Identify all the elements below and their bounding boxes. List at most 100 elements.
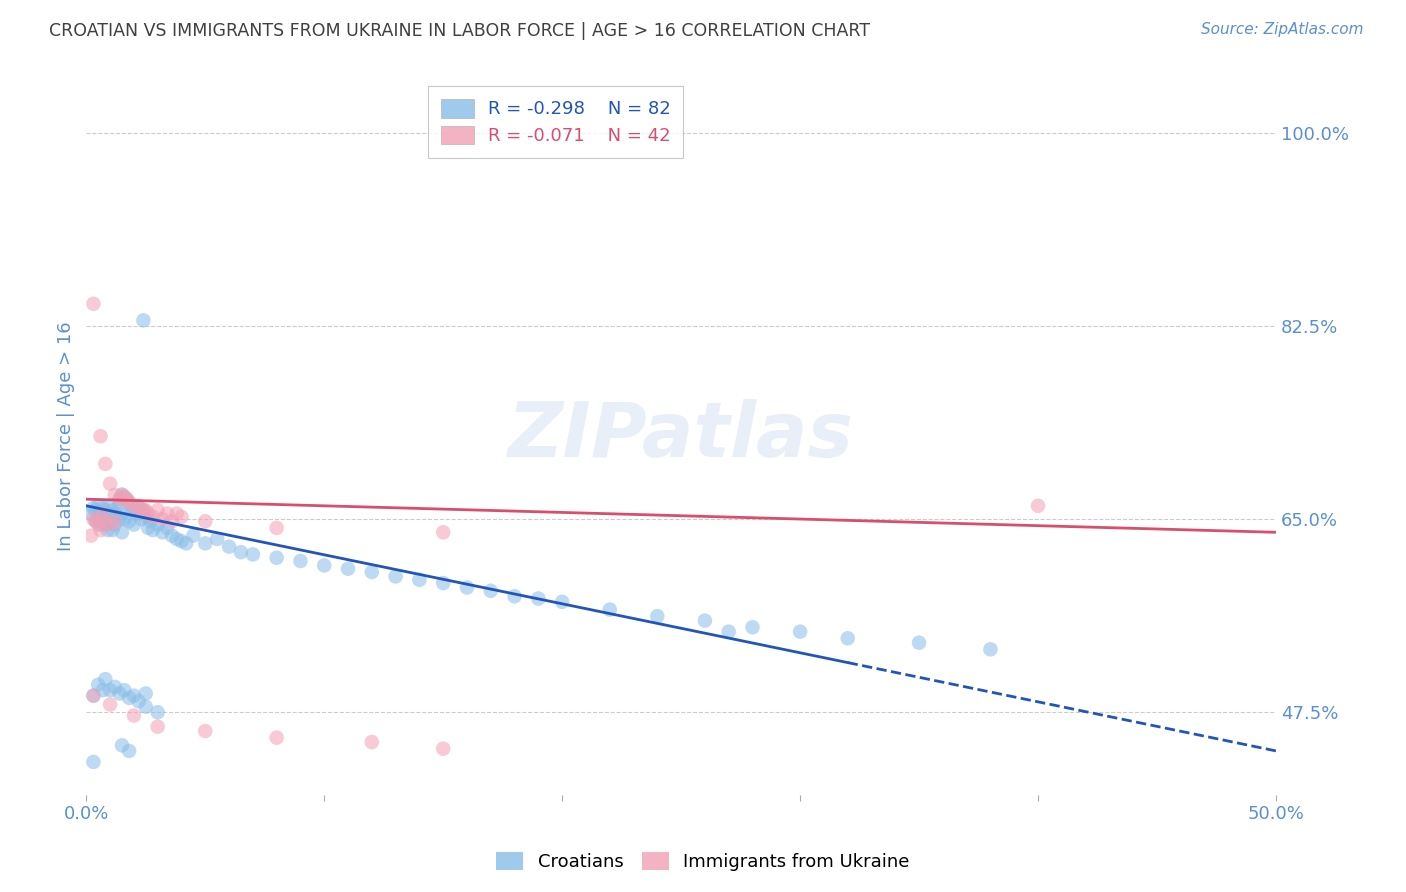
Point — [97, 507, 120, 521]
Text: ZIPatlas: ZIPatlas — [508, 400, 853, 474]
Point — [741, 620, 763, 634]
Point — [194, 724, 217, 739]
Point — [97, 523, 120, 537]
Point — [170, 534, 193, 549]
Point — [104, 488, 127, 502]
Point — [156, 507, 179, 521]
Point — [142, 523, 165, 537]
Point — [152, 525, 174, 540]
Point — [142, 509, 165, 524]
Point — [384, 569, 406, 583]
Point — [360, 565, 382, 579]
Y-axis label: In Labor Force | Age > 16: In Labor Force | Age > 16 — [58, 321, 75, 551]
Point — [104, 514, 127, 528]
Point — [94, 514, 117, 528]
Point — [90, 523, 112, 537]
Point — [503, 590, 526, 604]
Point — [101, 523, 124, 537]
Point — [82, 689, 104, 703]
Point — [98, 698, 121, 712]
Point — [112, 683, 135, 698]
Point — [87, 499, 110, 513]
Point — [136, 507, 159, 521]
Point — [837, 632, 859, 646]
Point — [135, 503, 157, 517]
Point — [104, 517, 127, 532]
Point — [128, 499, 150, 513]
Point — [125, 507, 148, 521]
Point — [128, 501, 150, 516]
Point — [111, 488, 134, 502]
Point — [98, 499, 121, 513]
Point — [115, 492, 138, 507]
Legend: R = -0.298    N = 82, R = -0.071    N = 42: R = -0.298 N = 82, R = -0.071 N = 42 — [429, 87, 683, 158]
Point — [82, 297, 104, 311]
Point — [94, 457, 117, 471]
Point — [122, 517, 145, 532]
Point — [80, 528, 103, 542]
Point — [789, 624, 811, 639]
Point — [170, 509, 193, 524]
Point — [132, 313, 155, 327]
Legend: Croatians, Immigrants from Ukraine: Croatians, Immigrants from Ukraine — [489, 846, 917, 879]
Point — [112, 490, 135, 504]
Point — [108, 512, 131, 526]
Point — [135, 699, 157, 714]
Point — [194, 536, 217, 550]
Point — [104, 507, 127, 521]
Point — [90, 517, 112, 532]
Point — [122, 689, 145, 703]
Point — [135, 509, 157, 524]
Point — [98, 476, 121, 491]
Point — [90, 429, 112, 443]
Point — [266, 550, 288, 565]
Point — [166, 532, 188, 546]
Point — [111, 488, 134, 502]
Point — [82, 755, 104, 769]
Point — [108, 492, 131, 507]
Point — [166, 507, 188, 521]
Point — [112, 512, 135, 526]
Point — [160, 528, 183, 542]
Point — [122, 501, 145, 516]
Point — [290, 554, 312, 568]
Text: Source: ZipAtlas.com: Source: ZipAtlas.com — [1201, 22, 1364, 37]
Point — [91, 507, 114, 521]
Point — [122, 499, 145, 513]
Point — [456, 581, 478, 595]
Point — [266, 731, 288, 745]
Point — [91, 501, 114, 516]
Point — [82, 501, 104, 516]
Point — [104, 680, 127, 694]
Point — [432, 525, 454, 540]
Point — [98, 517, 121, 532]
Point — [146, 517, 169, 532]
Point — [1026, 499, 1049, 513]
Point — [205, 532, 228, 546]
Point — [599, 602, 621, 616]
Point — [111, 525, 134, 540]
Point — [979, 642, 1001, 657]
Point — [111, 507, 134, 521]
Point — [152, 512, 174, 526]
Point — [91, 512, 114, 526]
Text: CROATIAN VS IMMIGRANTS FROM UKRAINE IN LABOR FORCE | AGE > 16 CORRELATION CHART: CROATIAN VS IMMIGRANTS FROM UKRAINE IN L… — [49, 22, 870, 40]
Point — [337, 562, 360, 576]
Point — [82, 689, 104, 703]
Point — [94, 517, 117, 532]
Point — [146, 705, 169, 719]
Point — [84, 514, 107, 528]
Point — [84, 514, 107, 528]
Point — [118, 514, 141, 528]
Point — [115, 492, 138, 507]
Point — [111, 739, 134, 753]
Point — [183, 528, 205, 542]
Point — [139, 514, 162, 528]
Point — [693, 614, 716, 628]
Point — [156, 521, 179, 535]
Point — [194, 514, 217, 528]
Point — [146, 720, 169, 734]
Point — [174, 536, 197, 550]
Point — [432, 741, 454, 756]
Point — [91, 683, 114, 698]
